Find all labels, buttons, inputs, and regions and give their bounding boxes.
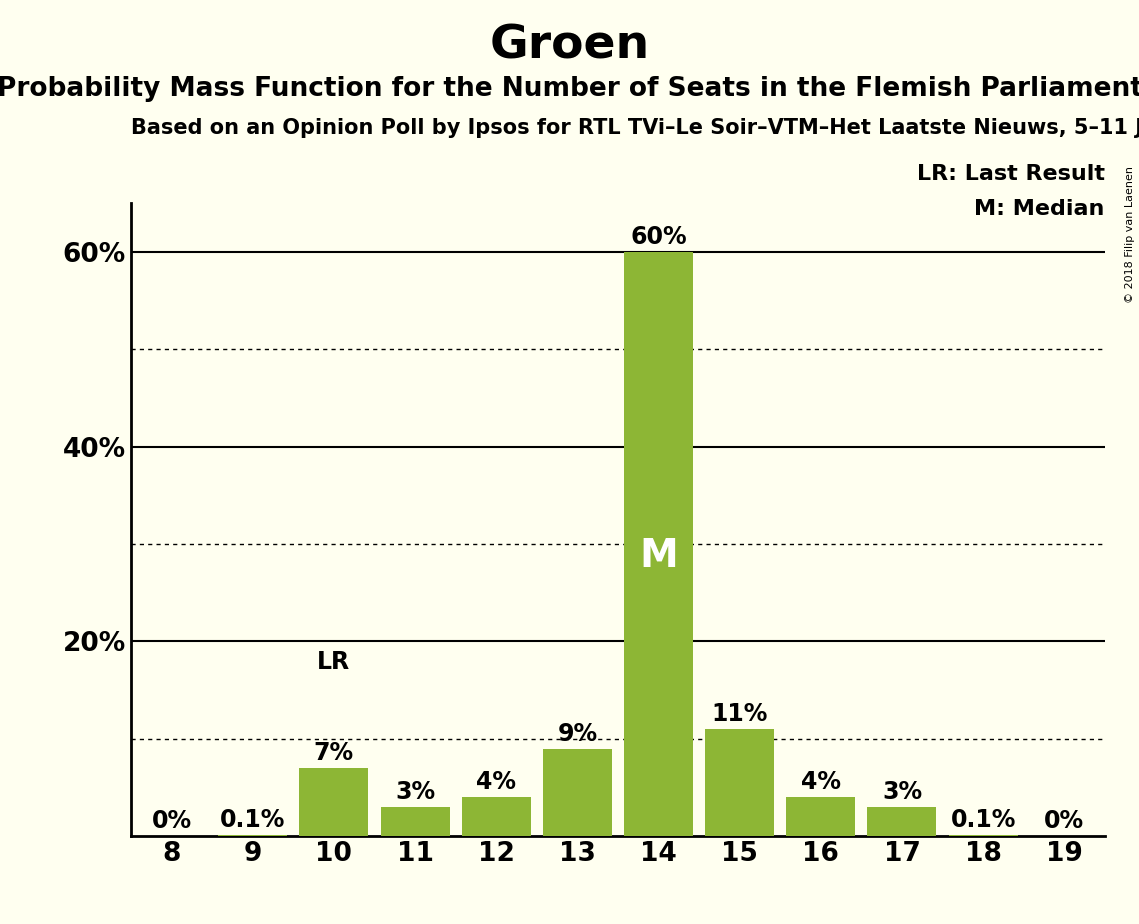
Text: LR: Last Result: LR: Last Result: [917, 164, 1105, 184]
Text: 0%: 0%: [151, 809, 191, 833]
Text: Based on an Opinion Poll by Ipsos for RTL TVi–Le Soir–VTM–Het Laatste Nieuws, 5–: Based on an Opinion Poll by Ipsos for RT…: [131, 118, 1139, 139]
Bar: [543, 748, 612, 836]
Text: 60%: 60%: [630, 225, 687, 249]
Bar: [949, 835, 1017, 836]
Text: 11%: 11%: [712, 702, 768, 726]
Text: 0.1%: 0.1%: [220, 808, 286, 833]
Bar: [219, 835, 287, 836]
Text: 3%: 3%: [395, 780, 435, 804]
Text: Probability Mass Function for the Number of Seats in the Flemish Parliament: Probability Mass Function for the Number…: [0, 76, 1139, 102]
Text: 0.1%: 0.1%: [950, 808, 1016, 833]
Text: 3%: 3%: [882, 780, 921, 804]
Bar: [868, 807, 936, 836]
Bar: [300, 768, 368, 836]
Text: © 2018 Filip van Laenen: © 2018 Filip van Laenen: [1125, 166, 1134, 303]
Text: LR: LR: [318, 650, 351, 675]
Text: 4%: 4%: [476, 771, 516, 795]
Text: 9%: 9%: [557, 722, 597, 746]
Text: 7%: 7%: [314, 741, 354, 765]
Bar: [380, 807, 450, 836]
Text: M: M: [639, 537, 678, 575]
Bar: [786, 797, 855, 836]
Bar: [705, 729, 775, 836]
Bar: [461, 797, 531, 836]
Bar: [624, 252, 693, 836]
Text: 0%: 0%: [1044, 809, 1084, 833]
Text: Groen: Groen: [490, 23, 649, 68]
Text: 4%: 4%: [801, 771, 841, 795]
Text: M: Median: M: Median: [975, 199, 1105, 219]
